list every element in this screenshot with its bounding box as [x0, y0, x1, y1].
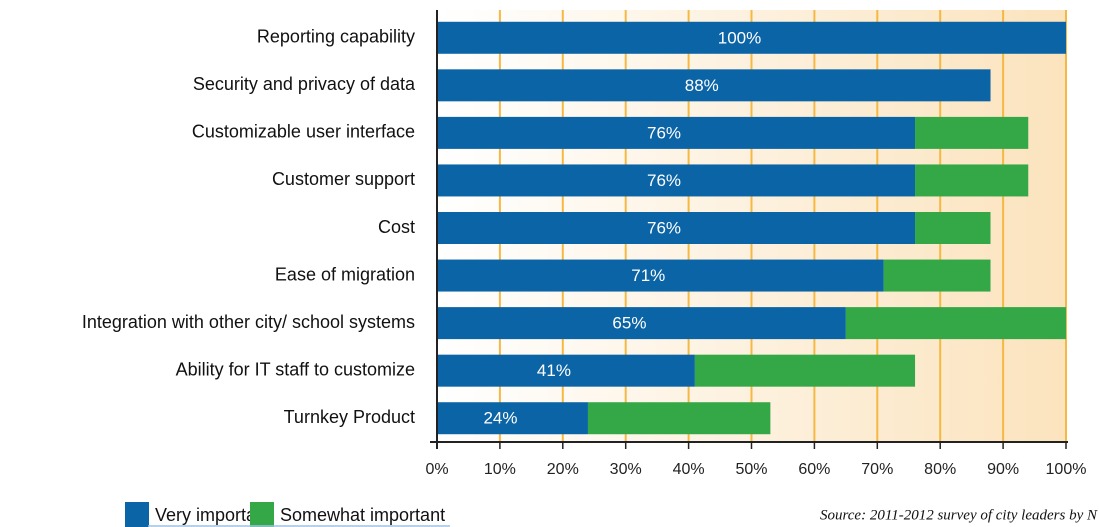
bar-segment: [437, 116, 916, 149]
x-tick-label: 60%: [798, 461, 830, 478]
legend-label: Very important: [155, 505, 271, 525]
bar-segment: [437, 402, 588, 435]
value-label: 76%: [647, 123, 681, 142]
category-label: Turnkey Product: [284, 407, 415, 427]
bar-segment: [437, 21, 1066, 54]
bar-segment: [694, 354, 916, 387]
category-label: Customizable user interface: [192, 122, 415, 142]
x-tick-label: 70%: [861, 461, 893, 478]
legend-swatch: [250, 502, 274, 527]
category-label: Customer support: [272, 169, 415, 189]
bar-segment: [915, 116, 1029, 149]
x-tick-label: 80%: [924, 461, 956, 478]
bar-segment: [587, 402, 771, 435]
bar-segment: [883, 259, 991, 292]
x-tick-label: 90%: [987, 461, 1019, 478]
value-label: 24%: [483, 409, 517, 428]
bar-segment: [915, 212, 991, 244]
x-tick-label: 30%: [610, 461, 642, 478]
legend-label: Somewhat important: [280, 505, 445, 525]
bar-segment: [437, 69, 991, 102]
bar-segment: [437, 354, 695, 387]
value-label: 76%: [647, 218, 681, 237]
x-tick-label: 0%: [425, 461, 448, 478]
x-tick-label: 20%: [547, 461, 579, 478]
category-label: Ease of migration: [275, 264, 415, 284]
value-label: 88%: [685, 76, 719, 95]
category-label: Integration with other city/ school syst…: [82, 312, 415, 332]
category-label: Ability for IT staff to customize: [176, 359, 415, 379]
category-label: Cost: [378, 217, 415, 237]
category-label: Security and privacy of data: [193, 74, 416, 94]
legend-swatch: [125, 502, 149, 527]
bar-segment: [437, 164, 916, 197]
x-tick-label: 40%: [673, 461, 705, 478]
value-label: 71%: [631, 266, 665, 285]
value-label: 100%: [718, 28, 761, 47]
bar-segment: [915, 164, 1029, 197]
bar-segment: [845, 307, 1066, 340]
bar-segment: [437, 307, 846, 340]
source-note: Source: 2011-2012 survey of city leaders…: [820, 507, 1098, 523]
value-label: 65%: [612, 314, 646, 333]
bar-segment: [437, 259, 884, 292]
category-label: Reporting capability: [257, 27, 415, 47]
value-label: 41%: [537, 361, 571, 380]
bar-segment: [437, 212, 916, 244]
x-tick-label: 50%: [735, 461, 767, 478]
value-label: 76%: [647, 171, 681, 190]
x-tick-label: 10%: [484, 461, 516, 478]
x-tick-label: 100%: [1046, 461, 1087, 478]
